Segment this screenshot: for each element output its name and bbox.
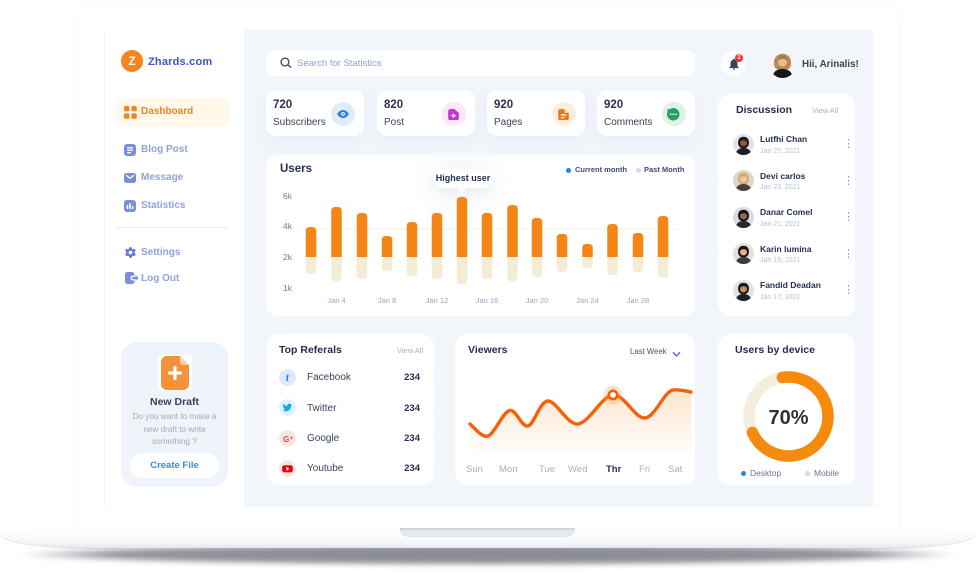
- svg-text:Jan 28: Jan 28: [627, 296, 650, 305]
- svg-text:Jan 24: Jan 24: [576, 296, 599, 305]
- svg-text:Jan 20: Jan 20: [526, 296, 549, 305]
- svg-text:+: +: [290, 436, 294, 442]
- svg-text:6k: 6k: [283, 191, 293, 201]
- svg-text:Jan 16: Jan 16: [476, 296, 499, 305]
- svg-text:f: f: [286, 374, 290, 384]
- svg-text:1k: 1k: [283, 283, 293, 293]
- svg-text:4k: 4k: [283, 221, 293, 231]
- svg-text:Jan 12: Jan 12: [426, 296, 449, 305]
- svg-text:Jan 4: Jan 4: [327, 296, 345, 305]
- svg-text:2k: 2k: [283, 252, 293, 262]
- svg-text:Jan 8: Jan 8: [378, 296, 396, 305]
- svg-text:G: G: [283, 434, 289, 443]
